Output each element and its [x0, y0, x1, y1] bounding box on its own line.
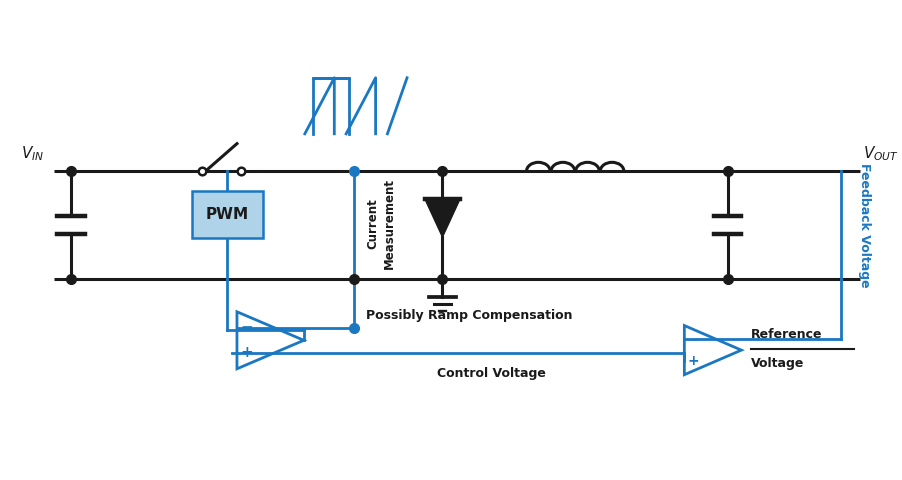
- FancyBboxPatch shape: [192, 191, 262, 238]
- Text: Control Voltage: Control Voltage: [437, 367, 546, 380]
- Text: $V_{IN}$: $V_{IN}$: [21, 144, 44, 163]
- Text: Reference: Reference: [751, 328, 823, 341]
- Text: PWM: PWM: [206, 207, 249, 222]
- Polygon shape: [425, 199, 460, 237]
- Text: Possibly Ramp Compensation: Possibly Ramp Compensation: [366, 309, 572, 322]
- Text: Voltage: Voltage: [751, 357, 805, 370]
- Text: Current
Measurement: Current Measurement: [367, 178, 396, 269]
- Text: +: +: [241, 345, 253, 360]
- Text: +: +: [687, 354, 699, 368]
- Text: −: −: [687, 332, 699, 346]
- Text: $V_{OUT}$: $V_{OUT}$: [863, 144, 899, 163]
- Text: −: −: [241, 320, 253, 335]
- Text: Feedback Voltage: Feedback Voltage: [859, 163, 871, 288]
